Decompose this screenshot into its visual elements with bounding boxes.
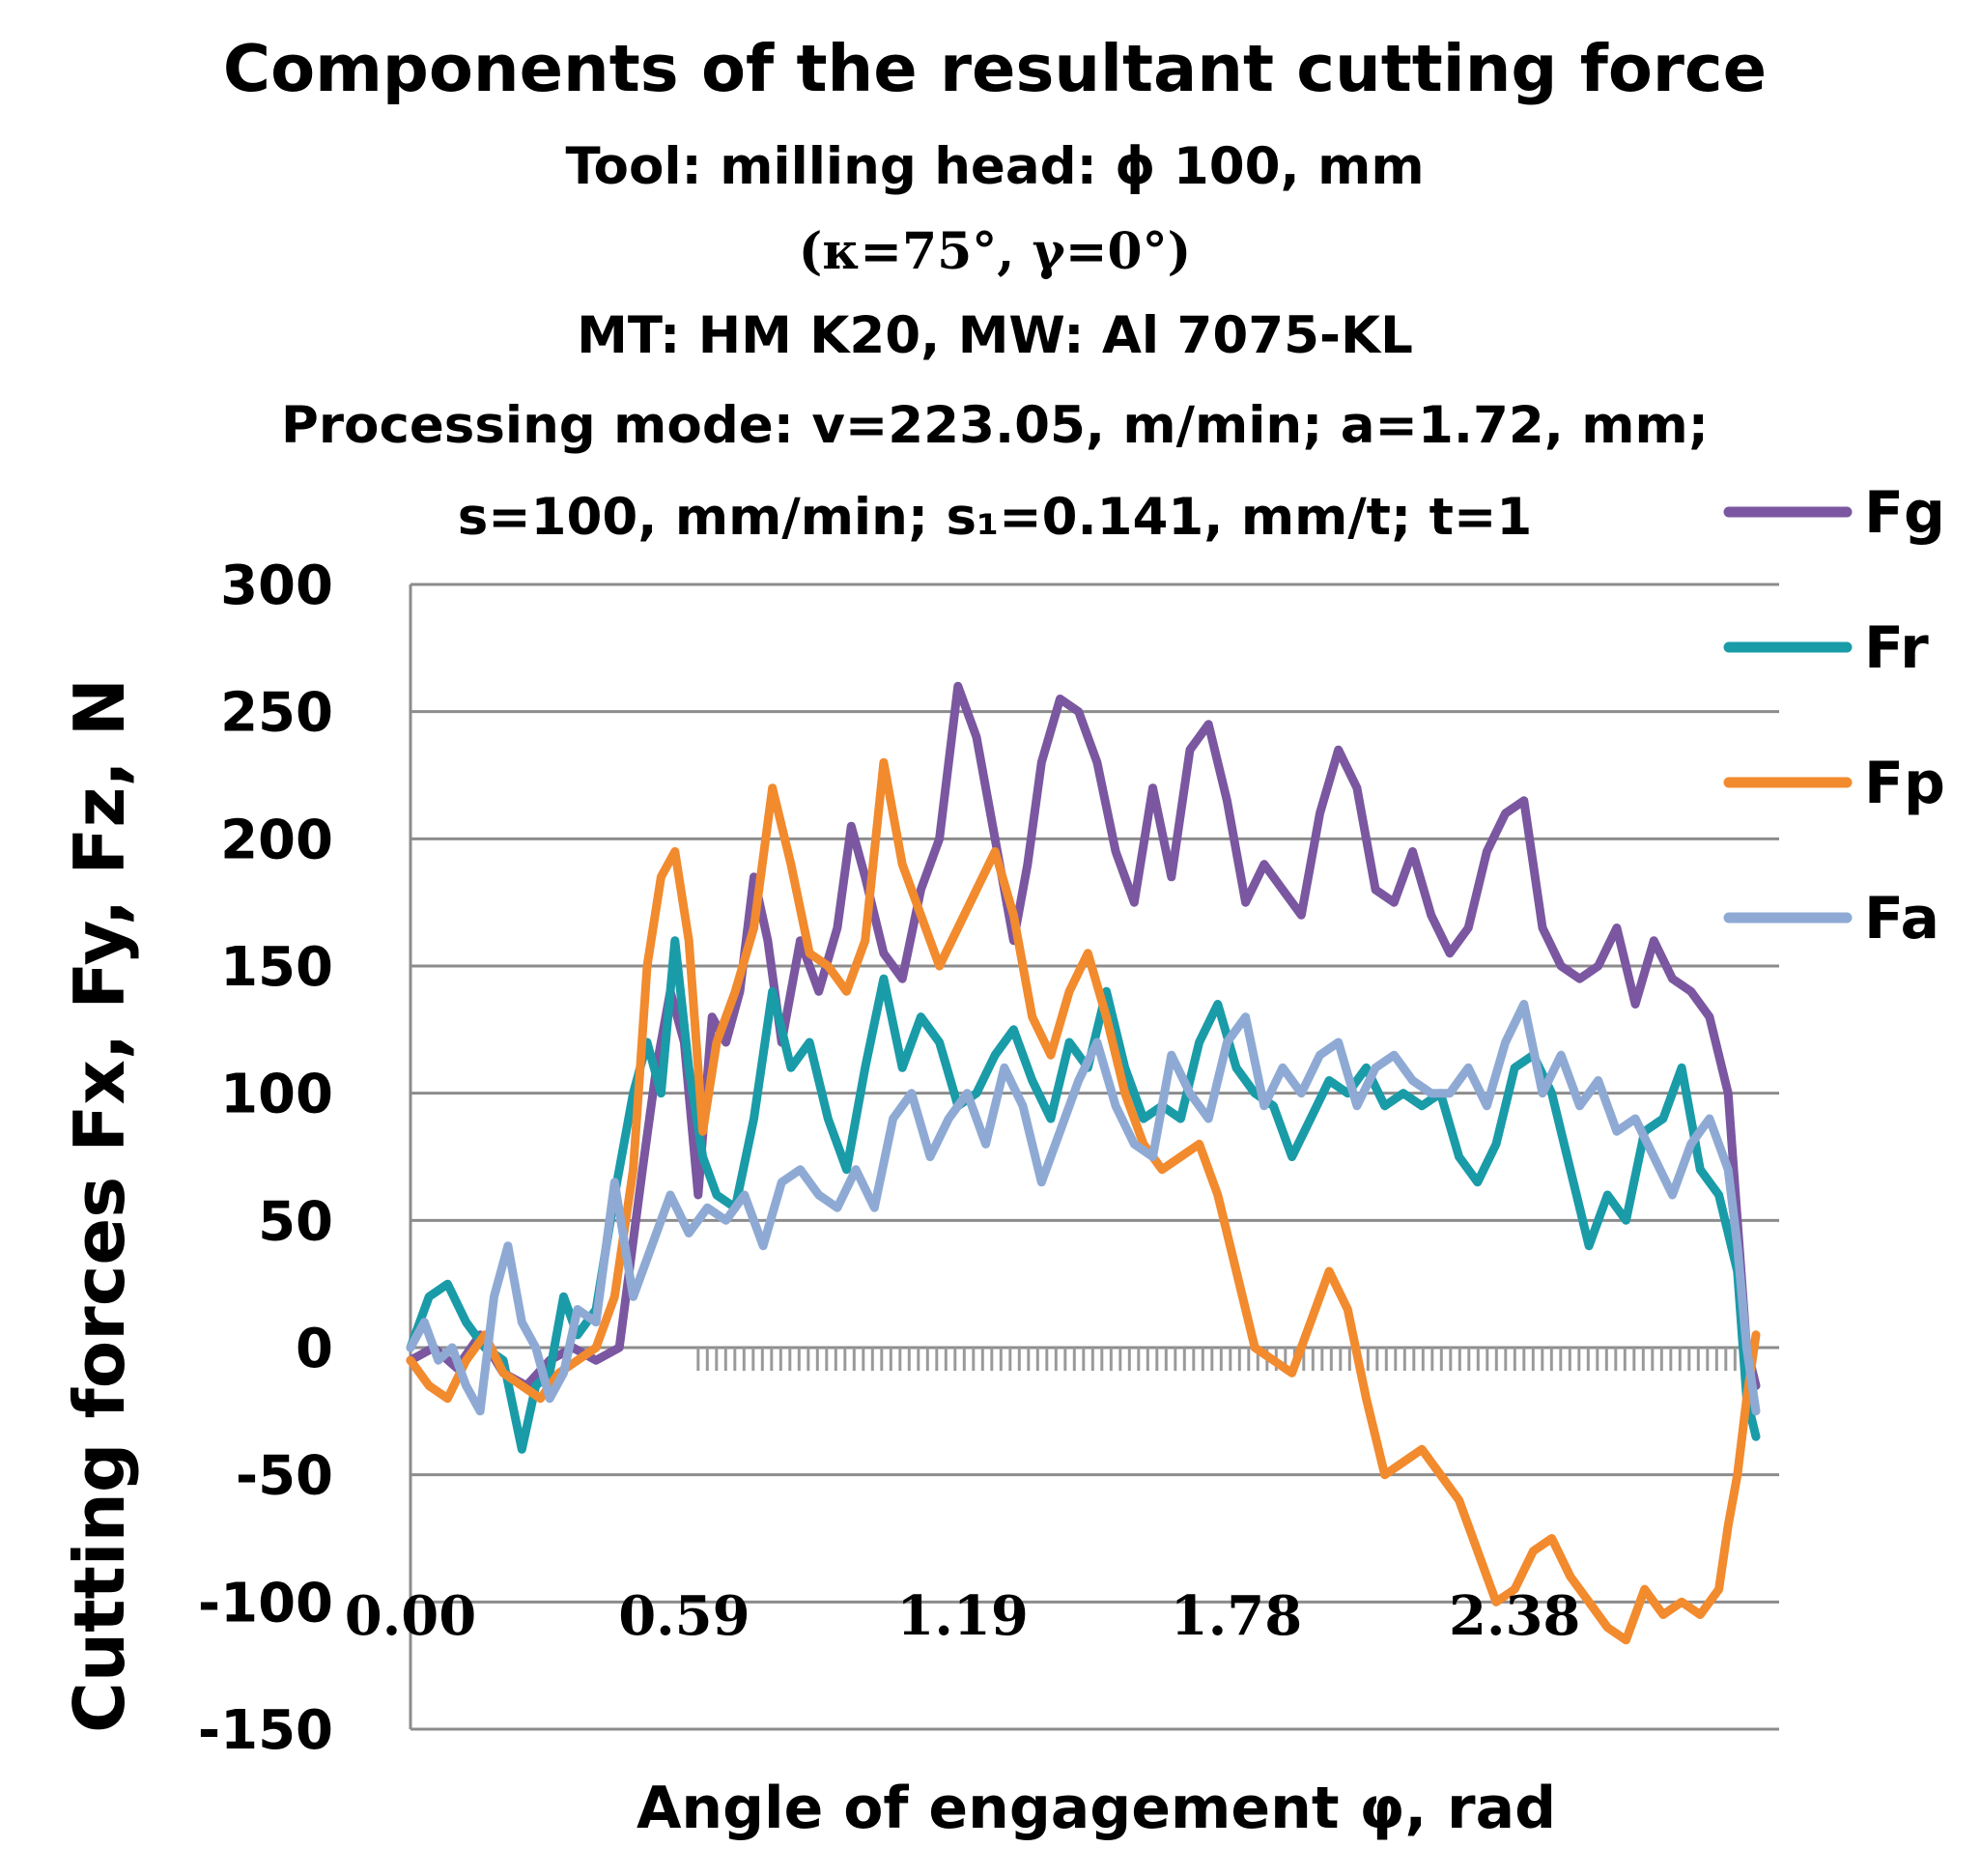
chart-subtitle-processing-mode: Processing mode: v=223.05, m/min; a=1.72… xyxy=(281,396,1709,455)
legend-label-fr: Fr xyxy=(1864,614,1929,682)
legend-label-fp: Fp xyxy=(1864,750,1945,817)
y-tick-label: -100 xyxy=(198,1572,333,1634)
series-lines xyxy=(406,681,1761,1645)
x-axis-title: Angle of engagement φ, rad xyxy=(637,1775,1556,1842)
x-tick-label: 0.00 xyxy=(345,1584,476,1648)
series-fa-line xyxy=(406,1000,1761,1416)
chart-subtitle-materials: MT: HM K20, MW: Al 7075-KL xyxy=(577,306,1413,365)
y-tick-label: 200 xyxy=(220,809,333,871)
x-tick-label: 2.38 xyxy=(1449,1584,1580,1648)
x-axis-tick-labels: 0.00 0.59 1.19 1.78 2.38 xyxy=(345,1584,1581,1648)
y-tick-label: 0 xyxy=(296,1318,333,1380)
chart-subtitle-feed: s=100, mm/min; s₁=0.141, mm/t; t=1 xyxy=(458,488,1533,547)
chart-subtitle-angles: (κ=75°, γ=0°) xyxy=(799,222,1191,281)
chart-subtitle-tool: Tool: milling head: ϕ 100, mm xyxy=(565,137,1424,196)
chart-title: Components of the resultant cutting forc… xyxy=(223,31,1767,106)
series-fg-line xyxy=(406,681,1761,1390)
y-axis-tick-labels: 300 250 200 150 100 50 0 -50 -100 -150 xyxy=(198,554,333,1762)
y-tick-label: 50 xyxy=(258,1190,333,1253)
legend-label-fg: Fg xyxy=(1864,479,1945,547)
series-fp-line xyxy=(406,757,1761,1645)
y-tick-label: 250 xyxy=(220,682,333,745)
x-tick-label: 0.59 xyxy=(618,1584,750,1648)
x-tick-label: 1.78 xyxy=(1171,1584,1302,1648)
chart-legend: Fg Fr Fp Fa xyxy=(1723,479,1945,952)
y-tick-label: 100 xyxy=(220,1064,333,1126)
y-tick-label: -50 xyxy=(236,1445,333,1508)
legend-label-fa: Fa xyxy=(1864,885,1939,952)
y-tick-label: -150 xyxy=(198,1699,333,1762)
y-tick-label: 300 xyxy=(220,554,333,617)
y-axis-title: Cutting forces Fx, Fy, Fz, N xyxy=(59,678,140,1733)
zero-line-ticks xyxy=(696,1348,1746,1371)
y-tick-label: 150 xyxy=(220,936,333,999)
x-tick-label: 1.19 xyxy=(896,1584,1028,1648)
